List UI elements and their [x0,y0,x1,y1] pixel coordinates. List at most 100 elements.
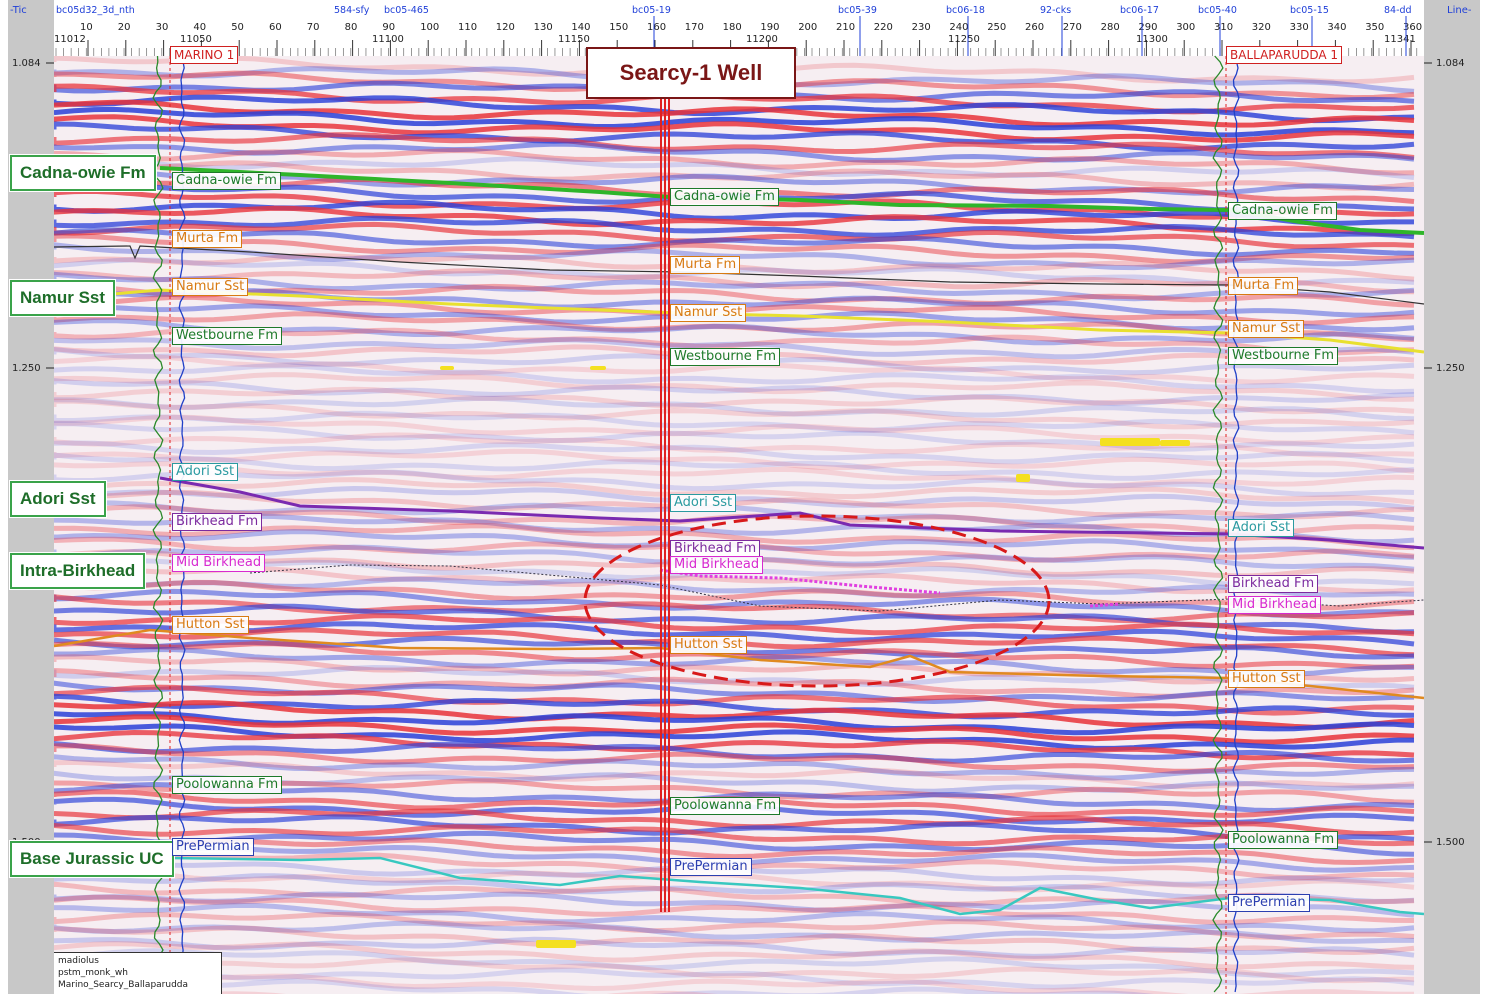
ballaparudda-1-gamma-log [1212,55,1224,993]
left-label-prepermian: PrePermian [172,838,254,856]
cdp-tick-label: 11012 [54,34,86,45]
trace-tick-label: 90 [382,22,395,33]
negative-reflector [54,948,1415,978]
right-label-hutton: Hutton Sst [1228,670,1305,688]
positive-reflector [54,968,1414,994]
negative-reflector [54,106,1415,138]
corner-left-label: -Tic [10,5,27,16]
trace-tick-label: 280 [1101,22,1120,33]
trace-tick-label: 240 [949,22,968,33]
positive-reflector [54,911,1415,940]
crossline-label: 84-dd [1384,5,1412,16]
positive-reflector [54,894,1415,925]
center-label-westbourne: Westbourne Fm [670,348,781,366]
well-label-left: MARINO 1 [170,46,239,64]
positive-reflector [54,941,1415,970]
center-label-adori: Adori Sst [670,494,737,512]
corner-right-label: Line- [1447,5,1472,16]
positive-reflector [54,398,1415,430]
trace-tick-label: 350 [1365,22,1384,33]
negative-reflector [54,121,1415,152]
negative-reflector [54,902,1415,934]
trace-tick-label: 290 [1138,22,1157,33]
bright-amplitude-patch [1160,440,1190,446]
trace-tick-label: 250 [987,22,1006,33]
trace-tick-label: 310 [1214,22,1233,33]
right-label-poolowanna: Poolowanna Fm [1228,831,1339,849]
center-label-cadna-owie: Cadna-owie Fm [670,188,779,206]
center-label-poolowanna: Poolowanna Fm [670,797,781,815]
positive-reflector [54,461,1415,489]
trace-tick-label: 340 [1327,22,1346,33]
right-label-mid-birkhead: Mid Birkhead [1228,596,1322,614]
positive-reflector [54,160,1415,191]
right-label-cadna-owie: Cadna-owie Fm [1228,202,1337,220]
bright-amplitude-patch [440,366,454,370]
trace-tick-label: 20 [118,22,131,33]
horizon-intra-birkhead [249,564,1424,612]
negative-reflector [54,754,1415,781]
positive-reflector [54,729,1415,761]
negative-reflector [54,363,1415,395]
negative-reflector [54,94,1415,124]
crossline-label: bc05-15 [1290,5,1329,16]
negative-reflector [54,227,1415,258]
center-label-namur: Namur Sst [670,304,747,322]
trace-tick-label: 260 [1025,22,1044,33]
left-label-namur: Namur Sst [172,278,249,296]
crossline-label: 92-cks [1040,5,1071,16]
legend-line-1: madiolus [58,956,99,966]
cdp-tick-label: 11200 [746,34,778,45]
trace-tick-label: 80 [345,22,358,33]
positive-reflector [54,759,1415,790]
positive-reflector [54,386,1415,415]
trace-tick-label: 120 [496,22,515,33]
negative-reflector [54,936,1415,959]
negative-reflector [54,576,1415,599]
positive-reflector [54,268,1415,295]
center-label-prepermian: PrePermian [670,858,752,876]
trace-tick-label: 70 [307,22,320,33]
negative-reflector [54,452,1415,481]
positive-reflector [54,714,1415,745]
negative-reflector [54,723,1415,751]
cdp-tick-label: 11100 [372,34,404,45]
horizon-mid-birkhead [659,568,941,595]
crossline-label: bc06-18 [946,5,985,16]
left-label-murta: Murta Fm [172,230,243,248]
side-label-adori: Adori Sst [10,481,106,517]
side-label-cadna-owie: Cadna-owie Fm [10,155,156,191]
negative-reflector [54,271,1415,302]
negative-reflector [54,440,1415,465]
positive-reflector [54,743,1415,774]
negative-reflector [54,814,1415,843]
well-label-right: BALLAPARUDDA 1 [1226,46,1343,64]
positive-reflector [54,233,1415,265]
right-label-prepermian: PrePermian [1228,894,1310,912]
positive-reflector [54,684,1415,716]
trace-tick-label: 110 [458,22,477,33]
ruler-ticks: 10 20 30 40 50 60 70 80 90 100 110 120 130 140 150 160 1… [12,5,1465,848]
left-label-mid-birkhead: Mid Birkhead [172,554,266,572]
negative-reflector [54,966,1415,990]
trace-tick-label: 210 [836,22,855,33]
positive-reflector [54,477,1415,505]
time-label-right: 1.500 [1436,837,1465,848]
right-label-westbourne: Westbourne Fm [1228,347,1339,365]
crossline-label: bc05-40 [1198,5,1237,16]
crossline-label: bc05-19 [632,5,671,16]
right-label-murta: Murta Fm [1228,277,1299,295]
top-trace-ruler [54,0,1424,56]
negative-reflector [54,215,1415,240]
trace-tick-label: 360 [1403,22,1422,33]
negative-reflector [54,693,1414,720]
time-label-left: 1.250 [12,363,41,374]
positive-reflector [54,837,1415,866]
legend-line-3: Marino_Searcy_Ballaparudda [58,980,189,990]
trace-tick-label: 300 [1176,22,1195,33]
trace-tick-label: 180 [723,22,742,33]
negative-reflector [54,396,1415,422]
positive-reflector [54,147,1415,176]
center-label-murta: Murta Fm [670,256,741,274]
crossline-label: bc06-17 [1120,5,1159,16]
